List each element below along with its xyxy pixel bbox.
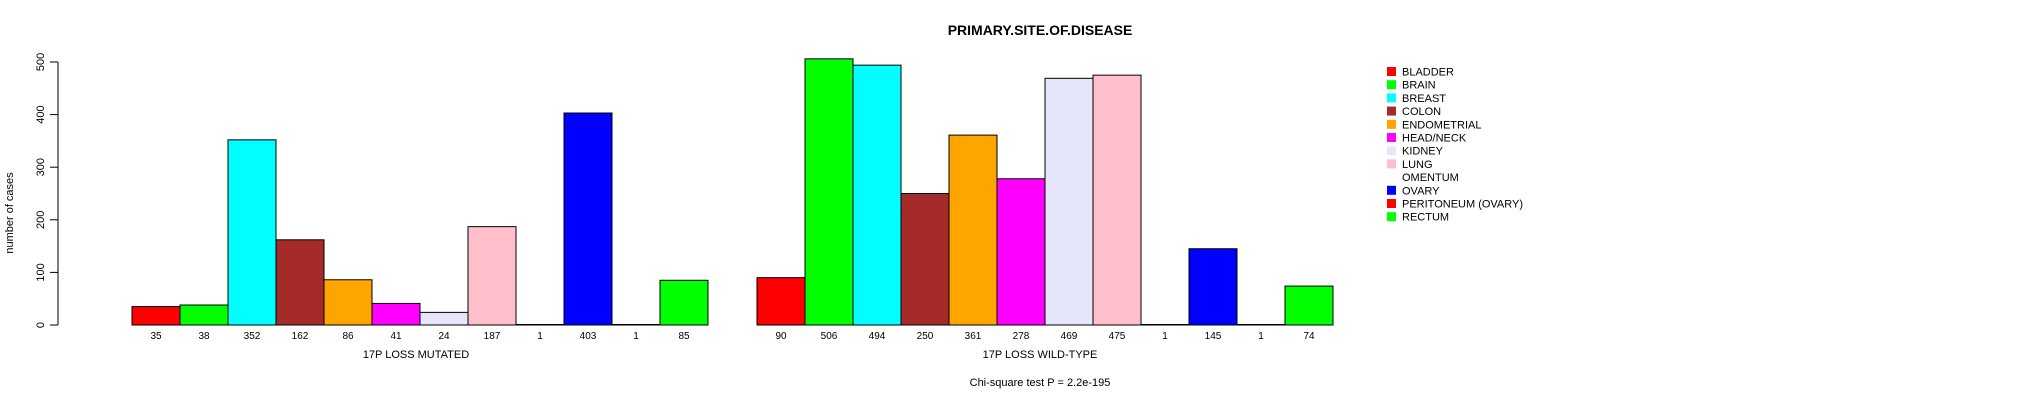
bar-kidney [419, 311, 469, 326]
bar-peritoneum-ovary [611, 323, 661, 326]
legend-label: KIDNEY [1402, 146, 1444, 158]
bar-count-label: 250 [917, 331, 934, 342]
bar-count-label: 1 [633, 331, 639, 342]
legend-swatch [1387, 80, 1396, 90]
legend-swatch [1387, 199, 1396, 208]
legend-swatch [1387, 93, 1396, 103]
bar-colon [900, 193, 950, 326]
series-label-mutated: 17P LOSS MUTATED [363, 349, 469, 361]
bar-count-label: 361 [965, 331, 982, 342]
y-tick-label: 200 [35, 211, 47, 229]
legend-swatch [1387, 185, 1396, 195]
bar-count-label: 187 [484, 331, 501, 342]
bar-count-label: 469 [1061, 331, 1078, 342]
bar-count-label: 24 [438, 331, 450, 342]
legend-label: BRAIN [1402, 80, 1436, 92]
bar-count-label: 1 [537, 331, 543, 342]
bar-count-label: 403 [580, 331, 597, 342]
legend-swatch [1387, 133, 1396, 142]
legend-swatch [1387, 119, 1396, 129]
bar-lung [1092, 74, 1142, 326]
chart-title: PRIMARY.SITE.OF.DISEASE [948, 22, 1133, 38]
y-tick-label: 400 [35, 105, 47, 123]
bar-lung [467, 226, 517, 326]
legend-label: ENDOMETRIAL [1402, 119, 1481, 131]
bar-rectum [659, 279, 709, 326]
bar-breast [852, 64, 902, 326]
bar-count-label: 494 [869, 331, 886, 342]
legend-label: OMENTUM [1402, 172, 1459, 184]
bar-bladder [756, 277, 806, 326]
bar-count-label: 352 [244, 331, 261, 342]
series-label-wild-type: 17P LOSS WILD-TYPE [983, 349, 1098, 361]
bar-ovary [1188, 248, 1238, 326]
bar-count-label: 475 [1109, 331, 1126, 342]
bar-endometrial [323, 279, 373, 326]
legend-label: BLADDER [1402, 67, 1454, 79]
y-axis-label: number of cases [4, 172, 16, 254]
bar-count-label: 278 [1013, 331, 1030, 342]
legend-swatch [1387, 172, 1396, 182]
bar-omentum [1140, 323, 1190, 326]
bar-breast [227, 139, 277, 326]
bar-count-label: 506 [821, 331, 838, 342]
bar-count-label: 41 [390, 331, 402, 342]
bar-omentum [515, 323, 565, 326]
panel-mutated: 35 38 352 162 86 41 24 187 1 403 1 85 [131, 112, 709, 342]
bar-ovary [563, 112, 613, 326]
bar-count-label: 35 [150, 331, 162, 342]
bar-brain [804, 58, 854, 326]
bar-count-label: 1 [1162, 331, 1168, 342]
legend-label: BREAST [1402, 93, 1446, 105]
legend-swatch [1387, 212, 1396, 222]
bar-colon [275, 239, 325, 326]
bar-count-label: 38 [198, 331, 210, 342]
legend-swatch [1387, 159, 1396, 169]
y-tick-label: 0 [35, 322, 47, 328]
y-tick-label: 300 [35, 158, 47, 176]
bar-count-label: 74 [1303, 331, 1315, 342]
bar-count-label: 162 [292, 331, 309, 342]
bar-brain [179, 304, 229, 326]
bar-count-label: 145 [1205, 331, 1222, 342]
panel-wild-type: 90 506 494 250 361 278 469 475 1 145 1 74 [756, 58, 1334, 342]
bar-head-neck [996, 178, 1046, 326]
legend-label: COLON [1402, 106, 1441, 118]
legend-swatch [1387, 67, 1396, 76]
legend-swatch [1387, 146, 1396, 156]
legend-label: OVARY [1402, 185, 1440, 197]
legend-label: PERITONEUM (OVARY) [1402, 199, 1523, 211]
legend-label: RECTUM [1402, 212, 1449, 224]
chi-square-footer: Chi-square test P = 2.2e-195 [970, 377, 1111, 389]
legend-label: HEAD/NECK [1402, 133, 1467, 145]
bar-peritoneum-ovary [1236, 323, 1286, 326]
y-tick-label: 500 [35, 53, 47, 71]
y-tick-label: 100 [35, 263, 47, 281]
bar-count-label: 90 [775, 331, 787, 342]
bar-head-neck [371, 302, 421, 326]
bar-kidney [1044, 77, 1094, 326]
y-axis: 0 100 200 300 400 500 [35, 53, 59, 328]
bar-count-label: 86 [342, 331, 354, 342]
bar-count-label: 85 [678, 331, 690, 342]
legend-swatch [1387, 106, 1396, 116]
legend-label: LUNG [1402, 159, 1433, 171]
bar-bladder [131, 306, 181, 326]
bar-rectum [1284, 285, 1334, 326]
bar-count-label: 1 [1258, 331, 1264, 342]
bar-endometrial [948, 134, 998, 326]
